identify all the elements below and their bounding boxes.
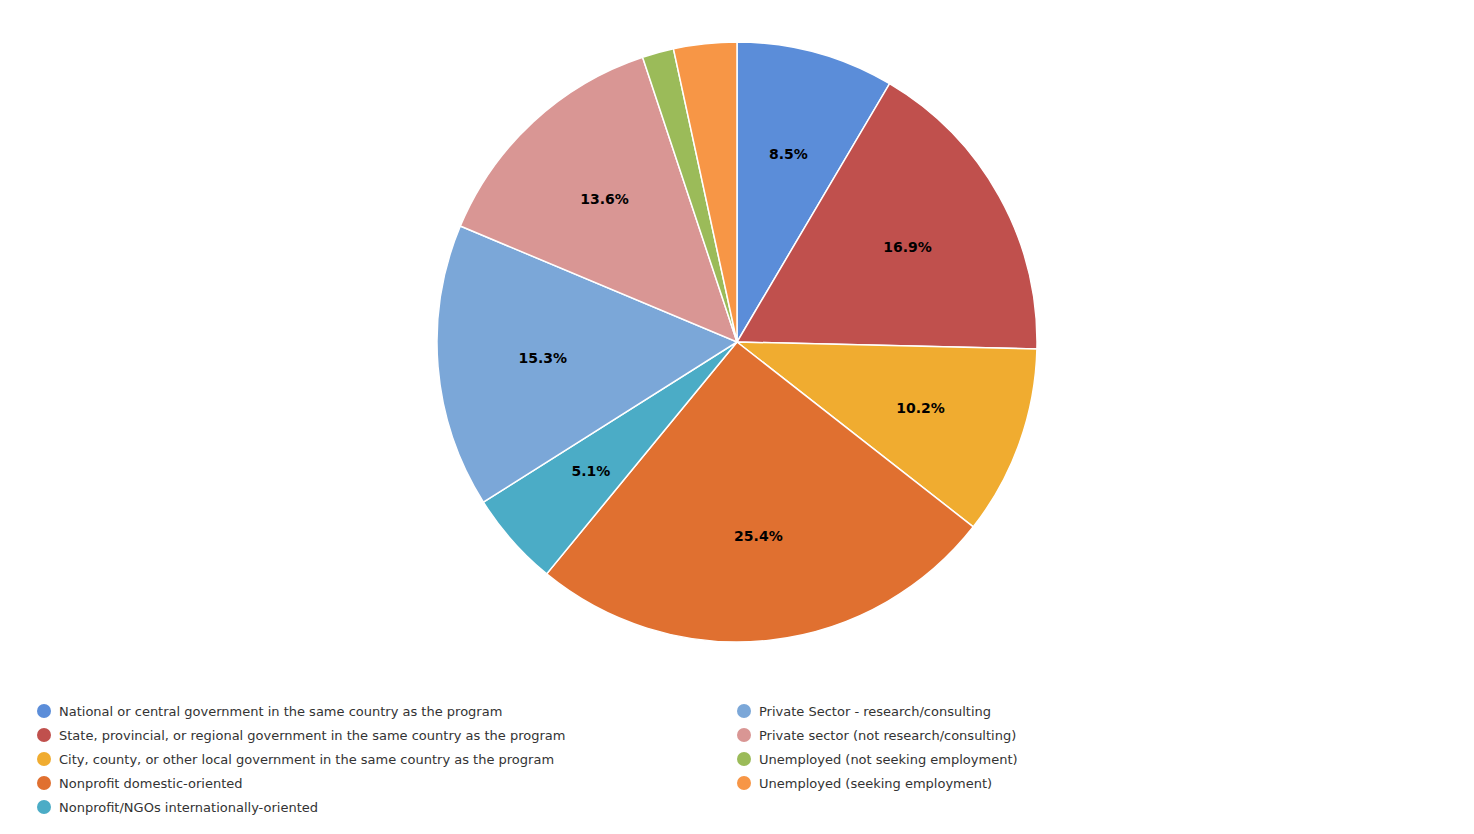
- legend-item: Nonprofit domestic-oriented: [37, 776, 243, 791]
- legend-item: Private Sector - research/consulting: [737, 704, 991, 719]
- legend-swatch: [737, 776, 751, 790]
- chart: 8.5% 16.9% 10.2% 25.4% 5.1% 15.3% 13.6% Nationa…: [0, 0, 1474, 834]
- legend-label: State, provincial, or regional governmen…: [59, 728, 565, 743]
- legend: National or central government in the sa…: [37, 704, 1018, 815]
- legend-label: Nonprofit domestic-oriented: [59, 776, 243, 791]
- legend-swatch: [37, 800, 51, 814]
- legend-label: City, county, or other local government …: [59, 752, 554, 767]
- pie-slice: [673, 42, 737, 342]
- legend-label: Private Sector - research/consulting: [759, 704, 991, 719]
- data-label: 5.1%: [571, 463, 610, 479]
- legend-item: Private sector (not research/consulting): [737, 728, 1016, 743]
- data-label: 15.3%: [518, 350, 567, 366]
- legend-swatch: [37, 752, 51, 766]
- data-label: 13.6%: [580, 191, 629, 207]
- legend-label: National or central government in the sa…: [59, 704, 502, 719]
- pie-slice: [737, 84, 1037, 349]
- legend-swatch: [37, 728, 51, 742]
- legend-label: Private sector (not research/consulting): [759, 728, 1016, 743]
- data-label: 10.2%: [896, 400, 945, 416]
- legend-swatch: [37, 704, 51, 718]
- legend-item: State, provincial, or regional governmen…: [37, 728, 565, 743]
- legend-swatch: [737, 728, 751, 742]
- pie: [437, 42, 1037, 642]
- data-labels: 8.5% 16.9% 10.2% 25.4% 5.1% 15.3% 13.6%: [518, 146, 945, 544]
- data-label: 25.4%: [734, 528, 783, 544]
- legend-label: Nonprofit/NGOs internationally-oriented: [59, 800, 318, 815]
- legend-item: National or central government in the sa…: [37, 704, 502, 719]
- legend-swatch: [737, 704, 751, 718]
- legend-swatch: [37, 776, 51, 790]
- legend-label: Unemployed (not seeking employment): [759, 752, 1018, 767]
- legend-swatch: [737, 752, 751, 766]
- data-label: 8.5%: [769, 146, 808, 162]
- legend-item: City, county, or other local government …: [37, 752, 554, 767]
- legend-label: Unemployed (seeking employment): [759, 776, 992, 791]
- legend-item: Unemployed (seeking employment): [737, 776, 992, 791]
- legend-item: Nonprofit/NGOs internationally-oriented: [37, 800, 318, 815]
- legend-item: Unemployed (not seeking employment): [737, 752, 1018, 767]
- data-label: 16.9%: [883, 239, 932, 255]
